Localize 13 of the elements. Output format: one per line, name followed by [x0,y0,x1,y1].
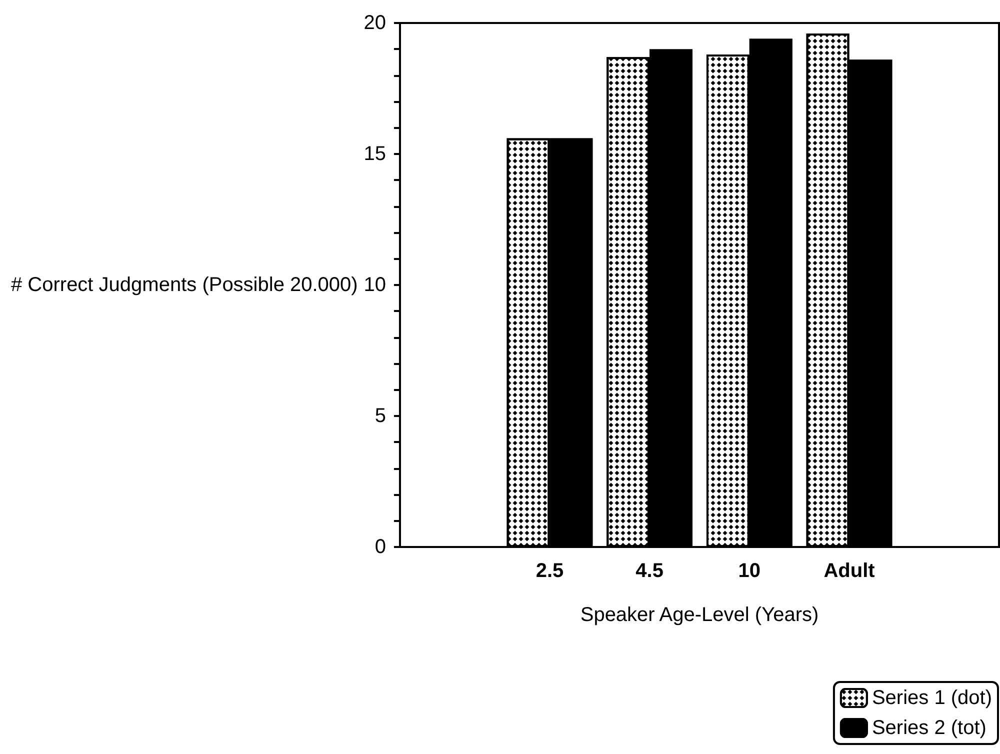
x-tick-label: 2.5 [536,560,564,582]
y-tick-label: 0 [374,536,386,558]
y-tick-label: 10 [364,274,386,296]
y-tick-label: 15 [364,143,386,165]
x-tick-label: Adult [824,560,876,582]
x-tick-label: 4.5 [636,560,664,582]
legend-label: Series 2 (tot) [872,717,986,739]
y-tick-label: 5 [374,405,386,427]
x-tick-label: 10 [738,560,761,582]
legend-label: Series 1 (dot) [872,687,992,709]
y-axis-title: # Correct Judgments (Possible 20.000) [10,274,358,296]
x-axis-title: Speaker Age-Level (Years) [580,604,819,626]
y-tick-label: 20 [364,12,386,34]
